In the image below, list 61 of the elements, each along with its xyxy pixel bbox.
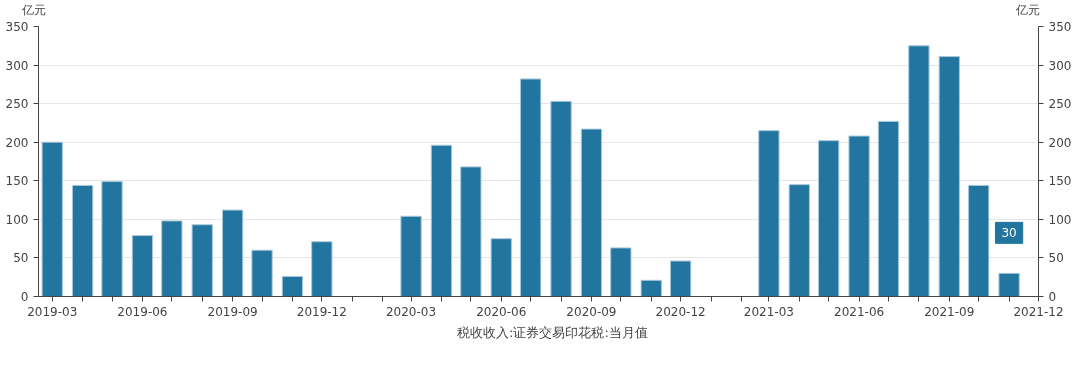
bar [460, 166, 482, 297]
bar [877, 120, 900, 297]
y-tick-label: 300 [5, 58, 29, 73]
y2-tick-label: 350 [1048, 20, 1072, 34]
annotation: 30 [1001, 226, 1017, 241]
y2-tick-label: 100 [1048, 212, 1072, 227]
x-tick-label: 2019-06 [117, 304, 168, 319]
y-tick-label: 100 [5, 212, 29, 227]
x-tick-label: 2020-03 [385, 304, 437, 319]
y-tick-label: 250 [5, 97, 29, 112]
bar [101, 181, 123, 297]
bar [281, 275, 304, 297]
bar [580, 128, 603, 297]
x-tick-label: 2021-06 [834, 304, 885, 319]
bar [490, 238, 512, 297]
x-tick-label: 2021-09 [924, 304, 975, 319]
bar [311, 241, 333, 297]
y-tick-label: 50 [13, 251, 29, 266]
bar [610, 247, 632, 297]
x-tick-label: 2021-12 [1013, 304, 1064, 319]
bar [818, 140, 840, 297]
bar [550, 100, 572, 297]
bar [998, 272, 1020, 297]
y-tick-label: 0 [20, 290, 29, 304]
y2-tick-label: 250 [1048, 97, 1072, 112]
bar [968, 184, 990, 297]
bar [71, 184, 94, 297]
bar [670, 260, 692, 297]
x-tick-label: 2020-12 [655, 304, 706, 319]
bar [41, 141, 63, 297]
y-tick-label: 150 [5, 174, 29, 189]
bar [520, 78, 542, 297]
y2-tick-label: 300 [1048, 58, 1072, 73]
text: 税收收入:证券交易印花税:当月值 [457, 324, 648, 342]
x-tick-label: 2021-03 [743, 304, 794, 319]
bar [221, 209, 244, 297]
bar [400, 215, 422, 297]
bar [758, 130, 780, 297]
x-tick-label: 2020-09 [566, 304, 617, 319]
bar [251, 249, 273, 297]
x-tick-label: 2019-12 [296, 304, 347, 319]
bar [131, 235, 154, 297]
bar [788, 184, 810, 297]
y2-tick-label: 150 [1048, 174, 1072, 189]
bar [938, 56, 960, 297]
y-tick-label: 350 [5, 20, 29, 34]
x-tick-label: 2019-09 [207, 304, 258, 319]
y2-axis-title: 亿元 [1016, 2, 1040, 19]
bar [640, 279, 662, 297]
y-axis-title: 亿元 [22, 2, 46, 19]
bar [430, 144, 453, 297]
x-tick-label: 2020-06 [476, 304, 527, 319]
y2-tick-label: 50 [1048, 251, 1064, 266]
bar [848, 135, 870, 297]
y2-tick-label: 0 [1048, 290, 1057, 304]
bar [191, 224, 213, 297]
x-tick-label: 2019-03 [27, 304, 78, 319]
y-tick-label: 200 [5, 135, 29, 150]
bar [908, 45, 930, 297]
bar [161, 220, 183, 297]
y2-tick-label: 200 [1048, 135, 1072, 150]
